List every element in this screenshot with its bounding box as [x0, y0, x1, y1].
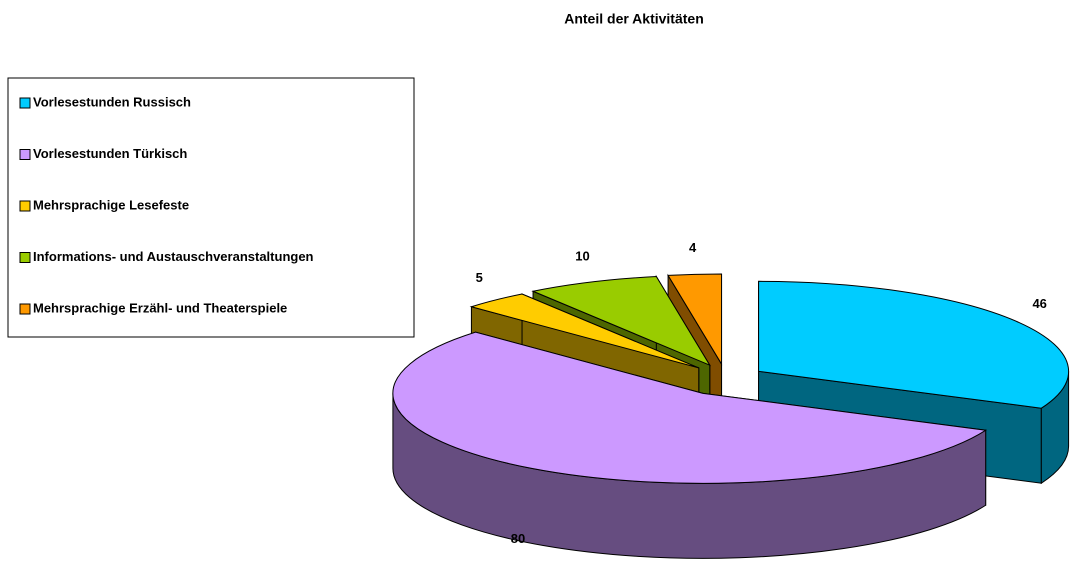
legend-box — [7, 77, 415, 338]
slice — [531, 276, 712, 367]
legend-swatch — [19, 252, 31, 263]
slice — [469, 293, 699, 369]
slice — [758, 280, 1070, 409]
data-label: 46 — [1032, 296, 1046, 311]
legend-swatch — [19, 200, 31, 212]
slice — [667, 273, 723, 366]
legend-swatch — [19, 149, 31, 160]
legend-label: Mehrsprachige Lesefeste — [33, 197, 189, 212]
chart-title: Anteil der Aktivitäten — [564, 11, 704, 27]
legend-label: Mehrsprachige Erzähl- und Theaterspiele — [33, 300, 287, 315]
data-label: 4 — [689, 240, 697, 255]
legend-label: Vorlesestunden Türkisch — [33, 146, 187, 161]
legend-swatch — [19, 303, 31, 315]
data-label: 10 — [575, 249, 589, 264]
data-label: 80 — [511, 531, 525, 546]
legend-label: Vorlesestunden Russisch — [33, 94, 191, 109]
data-label: 5 — [476, 270, 483, 285]
slice — [392, 331, 988, 484]
legend-label: Informations- und Austauschveranstaltung… — [33, 249, 314, 264]
legend-swatch — [19, 97, 31, 109]
